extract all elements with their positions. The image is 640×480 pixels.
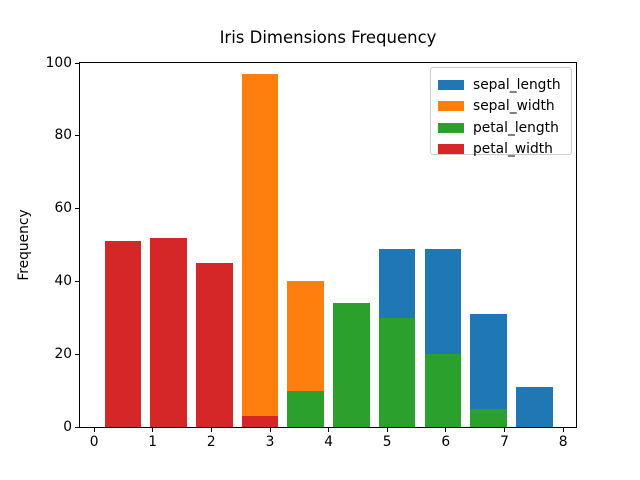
x-tick-label: 7 (500, 434, 509, 450)
y-tick-label: 0 (63, 418, 72, 435)
legend-row-petal_width: petal_width (438, 139, 563, 161)
legend-row-petal_length: petal_length (438, 117, 563, 139)
y-tick (75, 208, 79, 210)
legend-label: sepal_width (473, 98, 555, 115)
x-tick-label: 4 (324, 434, 333, 450)
x-tick-label: 8 (558, 434, 568, 450)
legend-label: sepal_length (473, 76, 561, 93)
x-tick (152, 428, 154, 432)
bar-petal_width-bin4 (241, 416, 279, 427)
x-tick-label: 1 (148, 434, 158, 450)
legend-label: petal_length (473, 119, 559, 136)
x-tick (328, 428, 330, 432)
y-tick-label: 60 (54, 200, 72, 217)
legend-row-sepal_length: sepal_length (438, 74, 563, 96)
legend-row-sepal_width: sepal_width (438, 96, 563, 118)
y-tick-label: 100 (45, 54, 72, 71)
y-tick (75, 353, 79, 355)
legend-swatch-sepal_length (438, 79, 464, 90)
legend-swatch-petal_width (438, 144, 464, 155)
y-tick (75, 62, 79, 64)
legend-swatch-sepal_width (438, 101, 464, 112)
bar-petal_length-bin6 (333, 303, 370, 427)
x-tick (562, 428, 564, 432)
x-tick-label: 2 (206, 434, 216, 450)
y-tick (75, 280, 79, 282)
bar-petal_length-bin9 (470, 408, 507, 427)
bar-sepal_length-bin10 (516, 386, 553, 427)
y-tick (75, 426, 79, 428)
x-tick (445, 428, 447, 432)
bar-petal_length-bin7 (378, 317, 416, 427)
y-tick (75, 135, 79, 137)
x-tick (269, 428, 271, 432)
x-tick (386, 428, 388, 432)
y-tick-label: 40 (54, 272, 72, 289)
bar-petal_length-bin8 (424, 354, 462, 427)
x-tick-label: 5 (382, 434, 392, 450)
legend-swatch-petal_length (438, 122, 464, 133)
x-tick (504, 428, 505, 432)
bar-petal_width-bin3 (195, 263, 233, 427)
bar-petal_width-bin2 (150, 237, 187, 427)
legend-label: petal_width (473, 141, 553, 158)
x-tick (93, 428, 95, 432)
y-axis-label: Frequency (16, 209, 32, 281)
bar-petal_width-bin1 (104, 241, 142, 427)
x-tick-label: 3 (265, 434, 275, 450)
x-tick-label: 6 (441, 434, 451, 450)
y-tick-label: 80 (54, 127, 72, 144)
bar-petal_length-bin5 (287, 390, 324, 427)
bar-sepal_length-bin9 (470, 314, 507, 427)
chart-title: Iris Dimensions Frequency (219, 28, 437, 47)
y-tick-label: 20 (54, 345, 72, 362)
bar-sepal_width-bin4 (241, 73, 279, 427)
x-tick (210, 428, 212, 432)
x-tick-label: 0 (89, 434, 99, 450)
